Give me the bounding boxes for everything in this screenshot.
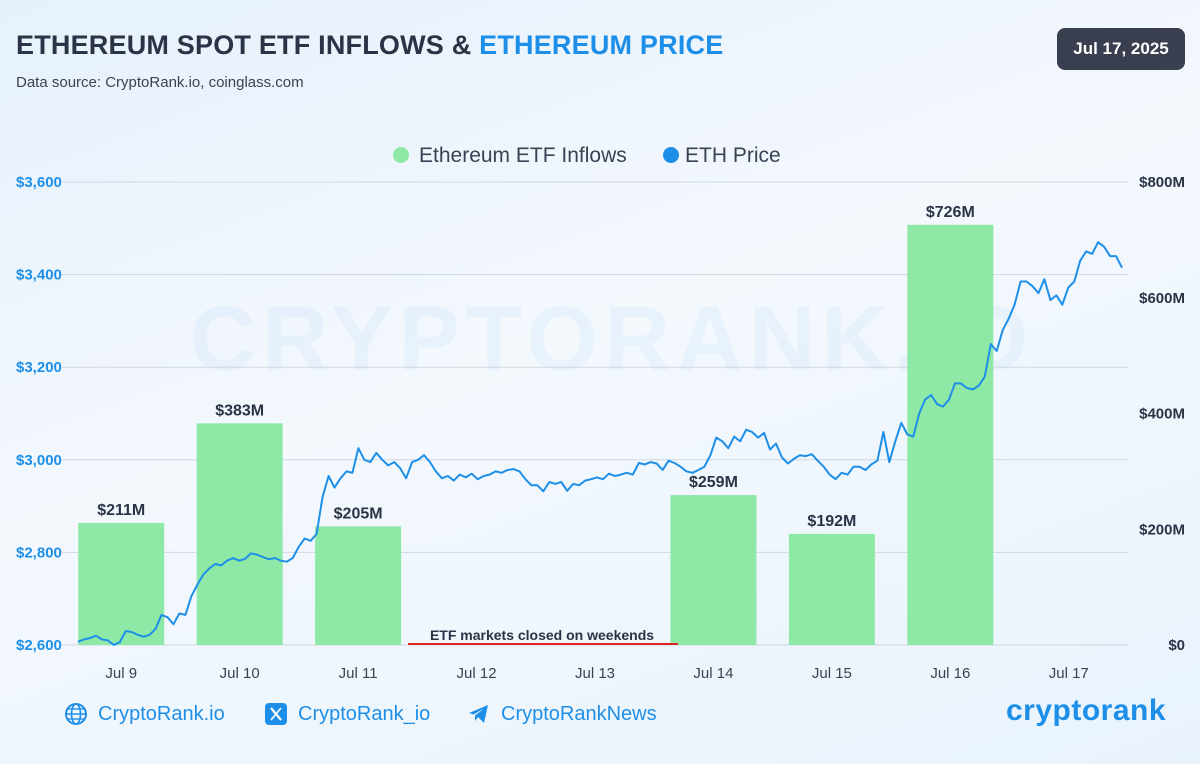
- inflow-bar: [907, 224, 994, 645]
- footer-x-handle-label: CryptoRank_io: [298, 702, 431, 725]
- x-axis-tick-label: Jul 13: [575, 665, 615, 682]
- cryptorank-logo: cryptorank: [1006, 694, 1167, 727]
- right-axis-tick-label: $200M: [1139, 521, 1185, 538]
- footer-telegram-label: CryptoRankNews: [501, 702, 657, 725]
- footer-telegram[interactable]: CryptoRankNews: [467, 698, 657, 730]
- telegram-icon: [469, 705, 488, 723]
- left-axis-tick-label: $2,800: [16, 544, 62, 561]
- legend-swatch-inflows: [393, 147, 409, 163]
- right-axis-ticks: $0 $200M $400M $600M $800M: [1139, 174, 1185, 654]
- footer-x-handle[interactable]: CryptoRank_io: [264, 698, 430, 730]
- date-badge: Jul 17, 2025: [1057, 28, 1185, 70]
- bar-value-label: $192M: [807, 513, 856, 530]
- x-axis-tick-label: Jul 14: [693, 665, 733, 682]
- chart-title-main: ETHEREUM SPOT ETF INFLOWS &: [16, 30, 480, 60]
- x-axis-tick-label: Jul 12: [457, 665, 497, 682]
- price-line: [77, 241, 1123, 646]
- weekend-note-text: ETF markets closed on weekends: [430, 627, 654, 643]
- x-axis-tick-label: Jul 10: [220, 665, 260, 682]
- chart-title-accent: ETHEREUM PRICE: [479, 30, 724, 60]
- globe-icon: [65, 703, 87, 725]
- right-axis-tick-label: $0: [1168, 637, 1185, 654]
- inflow-bar: [196, 423, 283, 645]
- footer-website[interactable]: CryptoRank.io: [64, 698, 225, 730]
- bar-value-label: $383M: [215, 402, 264, 419]
- bar-value-label: $259M: [689, 474, 738, 491]
- bar-value-label: $205M: [334, 505, 383, 522]
- legend-swatch-price: [663, 147, 679, 163]
- right-axis-tick-label: $600M: [1139, 290, 1185, 307]
- watermark: CRYPTORANK.IO: [190, 288, 1035, 390]
- x-axis-tick-label: Jul 16: [930, 665, 970, 682]
- right-axis-tick-label: $400M: [1139, 406, 1185, 423]
- left-axis-tick-label: $3,000: [16, 452, 62, 469]
- left-axis-tick-label: $3,400: [16, 267, 62, 284]
- left-axis-tick-label: $3,600: [16, 174, 62, 191]
- inflow-bars: [78, 224, 994, 645]
- x-logo-icon: [265, 703, 287, 725]
- weekend-annotation: ETF markets closed on weekends: [408, 627, 678, 645]
- bar-value-label: $211M: [97, 502, 145, 519]
- inflow-bar: [315, 526, 402, 645]
- eth-price-series: [77, 241, 1123, 646]
- left-axis-tick-label: $3,200: [16, 359, 62, 376]
- x-axis-ticks: Jul 9 Jul 10 Jul 11 Jul 12 Jul 13 Jul 14 Jul 1…: [105, 665, 1088, 682]
- x-axis-tick-label: Jul 15: [812, 665, 852, 682]
- legend: Ethereum ETF Inflows ETH Price: [393, 144, 781, 167]
- x-axis-tick-label: Jul 9: [105, 665, 137, 682]
- footer-website-label: CryptoRank.io: [98, 702, 225, 725]
- right-axis-tick-label: $800M: [1139, 174, 1185, 191]
- x-axis-tick-label: Jul 17: [1049, 665, 1089, 682]
- left-axis-ticks: $2,600 $2,800 $3,000 $3,200 $3,400 $3,600: [16, 174, 62, 654]
- left-axis-tick-label: $2,600: [16, 637, 62, 654]
- inflow-bar: [670, 495, 757, 645]
- legend-label-inflows: Ethereum ETF Inflows: [419, 144, 627, 167]
- inflow-bar: [788, 533, 875, 645]
- chart-title: ETHEREUM SPOT ETF INFLOWS & ETHEREUM PRI…: [16, 30, 723, 61]
- x-axis-tick-label: Jul 11: [339, 665, 378, 682]
- bar-value-labels: $211M $383M $205M $259M $192M $726M: [97, 204, 975, 530]
- bar-value-label: $726M: [926, 204, 975, 221]
- data-source-subtitle: Data source: CryptoRank.io, coinglass.co…: [16, 74, 304, 91]
- legend-label-price: ETH Price: [685, 144, 781, 167]
- inflow-bar: [78, 522, 165, 645]
